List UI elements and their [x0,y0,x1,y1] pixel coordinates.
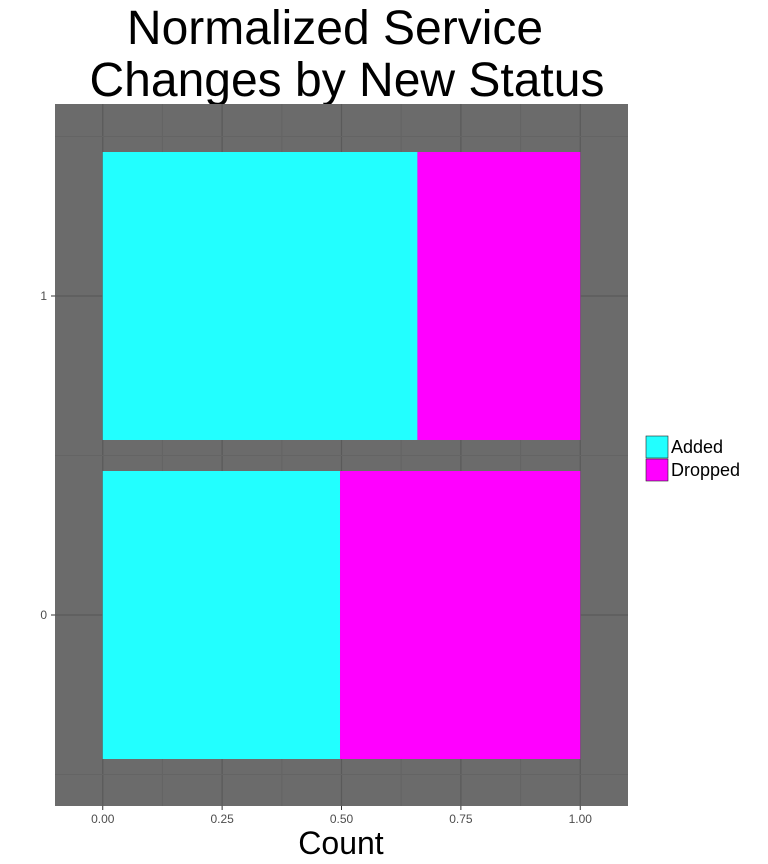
chart-title-line-2: Changes by New Status [90,54,605,107]
legend-label-dropped: Dropped [671,460,740,480]
chart-title-line-1: Normalized Service [127,2,543,55]
y-tick-label: 0 [40,608,47,622]
bar-dropped-1 [417,152,581,440]
bar-added-1 [102,152,418,440]
x-axis-title: Count [298,825,384,861]
bars [102,152,581,759]
legend-key-dropped [645,458,669,482]
chart-title: Normalized Service Changes by New Status [90,2,605,107]
x-tick-label: 1.00 [569,812,593,826]
x-axis: 0.00 0.25 0.50 0.75 1.00 [91,806,592,826]
bar-dropped-0 [340,471,581,759]
x-tick-label: 0.00 [91,812,115,826]
legend: Added Dropped [645,435,740,482]
y-axis: 01 [40,289,55,622]
legend-label-added: Added [671,437,723,457]
legend-key-added [645,435,669,459]
bar-added-0 [102,471,341,759]
x-tick-label: 0.50 [330,812,354,826]
y-tick-label: 1 [40,289,47,303]
x-tick-label: 0.25 [210,812,234,826]
x-tick-label: 0.75 [449,812,473,826]
